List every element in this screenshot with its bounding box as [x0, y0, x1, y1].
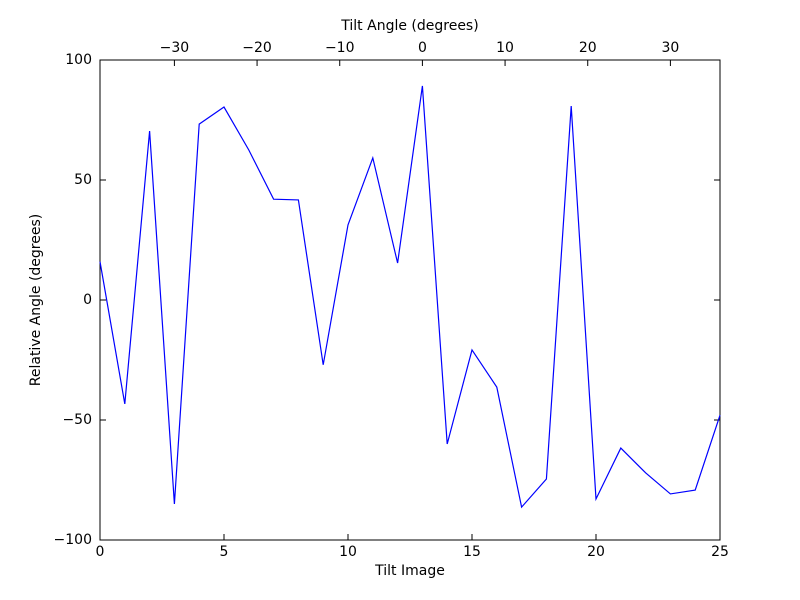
y-tick-label: −50 — [62, 412, 92, 428]
plot-frame — [99, 59, 721, 541]
x-tick-label: 10 — [339, 544, 357, 560]
y-axis-label: Relative Angle (degrees) — [28, 214, 44, 386]
x2-tick-label: 20 — [579, 40, 597, 56]
y-tick-label: 100 — [65, 52, 92, 68]
x-tick-label: 20 — [587, 544, 605, 560]
x-axis-label: Tilt Image — [374, 563, 445, 579]
y-tick-label: 0 — [83, 292, 92, 308]
x2-tick-label: 30 — [661, 40, 679, 56]
x2-tick-label: −10 — [325, 40, 355, 56]
x2-tick-label: 0 — [418, 40, 427, 56]
x-tick-label: 0 — [96, 544, 105, 560]
y-tick-label: 50 — [74, 172, 92, 188]
x2-tick-label: −20 — [242, 40, 272, 56]
y-tick-label: −100 — [54, 532, 92, 548]
x2-axis-label: Tilt Angle (degrees) — [340, 18, 478, 34]
x-tick-label: 15 — [463, 544, 481, 560]
x-tick-label: 5 — [220, 544, 229, 560]
data-line — [99, 85, 721, 509]
x-tick-label: 25 — [711, 544, 729, 560]
x2-tick-label: −30 — [160, 40, 190, 56]
x2-tick-label: 10 — [496, 40, 514, 56]
